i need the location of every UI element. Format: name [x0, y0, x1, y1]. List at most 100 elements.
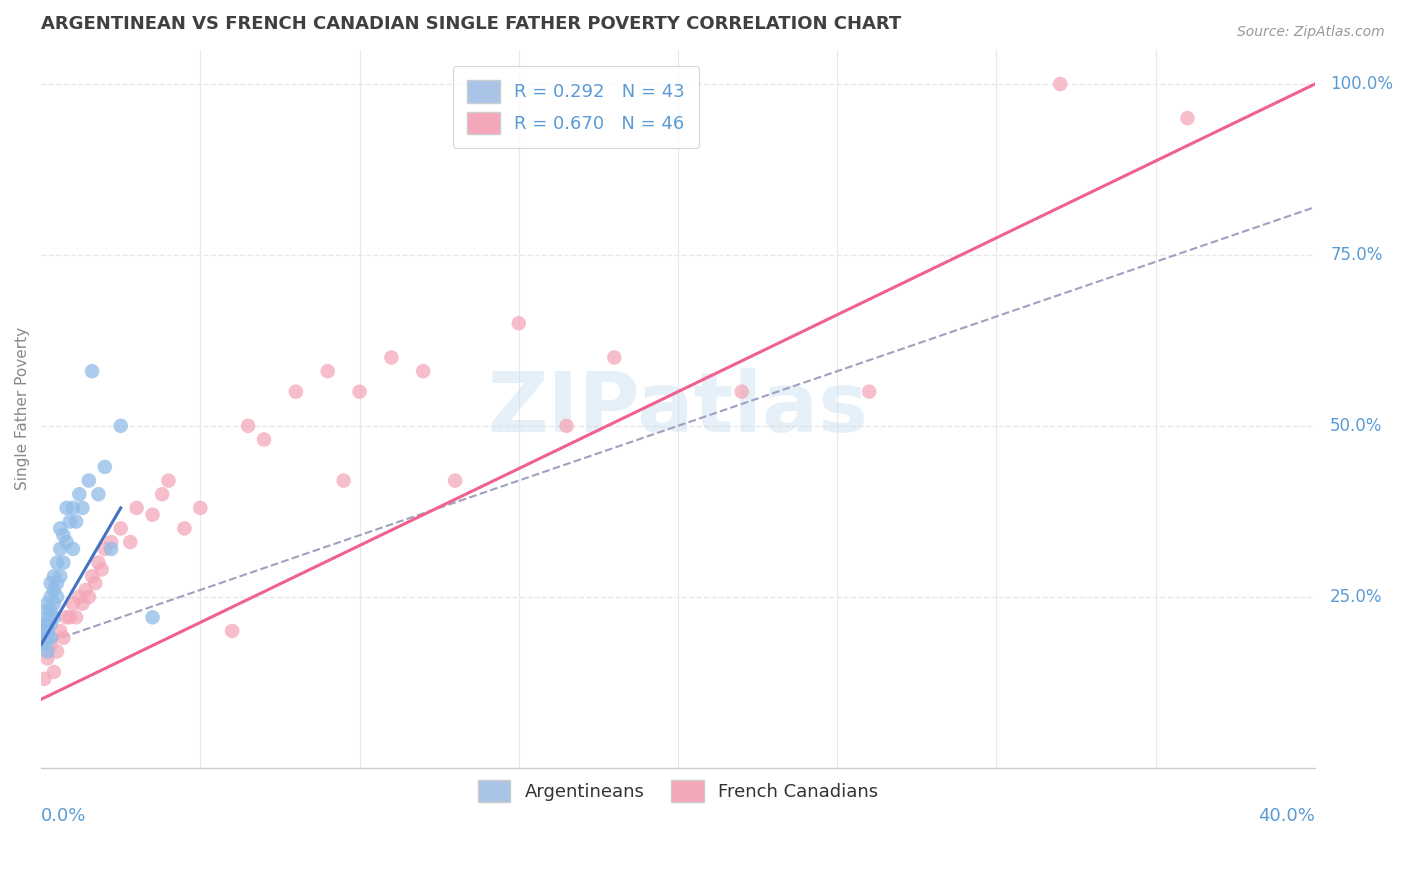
Point: [77, 590, 100, 604]
Point: [120, 535, 142, 549]
Point: [72, 597, 94, 611]
Point: [55, 500, 77, 515]
Point: [150, 487, 173, 501]
Point: [52, 528, 75, 542]
Point: [49, 624, 72, 638]
Point: [80, 569, 103, 583]
Text: 100.0%: 100.0%: [1330, 75, 1393, 93]
Text: 25.0%: 25.0%: [1330, 588, 1382, 606]
Point: [39, 631, 62, 645]
Point: [90, 562, 112, 576]
Point: [110, 418, 132, 433]
Point: [173, 521, 195, 535]
Point: [37, 631, 59, 645]
Text: ZIPatlas: ZIPatlas: [488, 368, 869, 450]
Point: [62, 500, 84, 515]
Point: [80, 364, 103, 378]
Text: 0.0%: 0.0%: [41, 807, 87, 825]
Point: [42, 665, 65, 679]
Point: [62, 541, 84, 556]
Point: [39, 576, 62, 591]
Point: [75, 582, 97, 597]
Point: [142, 610, 165, 624]
Point: [65, 515, 87, 529]
Point: [39, 617, 62, 632]
Point: [67, 487, 90, 501]
Point: [59, 515, 82, 529]
Point: [42, 597, 65, 611]
Point: [37, 624, 59, 638]
Point: [94, 459, 117, 474]
Point: [34, 631, 56, 645]
Point: [49, 569, 72, 583]
Point: [52, 631, 75, 645]
Point: [508, 316, 530, 330]
Point: [100, 541, 122, 556]
Text: 75.0%: 75.0%: [1330, 246, 1382, 264]
Point: [94, 541, 117, 556]
Point: [603, 351, 626, 365]
Point: [77, 474, 100, 488]
Point: [125, 500, 148, 515]
Point: [84, 576, 107, 591]
Point: [37, 644, 59, 658]
Point: [236, 418, 259, 433]
Point: [1177, 112, 1199, 126]
Point: [37, 603, 59, 617]
Point: [42, 610, 65, 624]
Point: [858, 384, 880, 399]
Point: [253, 433, 276, 447]
Point: [100, 535, 122, 549]
Point: [444, 474, 467, 488]
Point: [37, 610, 59, 624]
Point: [62, 597, 84, 611]
Point: [412, 364, 434, 378]
Point: [349, 384, 371, 399]
Point: [49, 521, 72, 535]
Text: 40.0%: 40.0%: [1258, 807, 1315, 825]
Point: [39, 603, 62, 617]
Point: [72, 500, 94, 515]
Point: [188, 500, 211, 515]
Point: [55, 610, 77, 624]
Point: [87, 487, 110, 501]
Point: [49, 541, 72, 556]
Point: [52, 556, 75, 570]
Point: [34, 624, 56, 638]
Point: [42, 582, 65, 597]
Point: [39, 638, 62, 652]
Point: [37, 617, 59, 632]
Point: [59, 610, 82, 624]
Point: [1049, 77, 1071, 91]
Point: [316, 364, 339, 378]
Point: [380, 351, 402, 365]
Point: [46, 576, 69, 591]
Point: [284, 384, 307, 399]
Point: [67, 590, 90, 604]
Point: [42, 569, 65, 583]
Point: [555, 418, 578, 433]
Point: [332, 474, 354, 488]
Point: [221, 624, 243, 638]
Point: [157, 474, 180, 488]
Point: [55, 535, 77, 549]
Point: [731, 384, 754, 399]
Point: [39, 590, 62, 604]
Y-axis label: Single Father Poverty: Single Father Poverty: [15, 327, 30, 491]
Point: [37, 597, 59, 611]
Point: [65, 610, 87, 624]
Text: Source: ZipAtlas.com: Source: ZipAtlas.com: [1237, 25, 1385, 39]
Legend: Argentineans, French Canadians: Argentineans, French Canadians: [463, 765, 893, 816]
Point: [34, 638, 56, 652]
Point: [34, 617, 56, 632]
Point: [34, 672, 56, 686]
Text: 50.0%: 50.0%: [1330, 417, 1382, 435]
Point: [110, 521, 132, 535]
Point: [87, 556, 110, 570]
Point: [46, 556, 69, 570]
Point: [46, 590, 69, 604]
Point: [37, 651, 59, 665]
Point: [46, 644, 69, 658]
Text: ARGENTINEAN VS FRENCH CANADIAN SINGLE FATHER POVERTY CORRELATION CHART: ARGENTINEAN VS FRENCH CANADIAN SINGLE FA…: [41, 15, 901, 33]
Point: [142, 508, 165, 522]
